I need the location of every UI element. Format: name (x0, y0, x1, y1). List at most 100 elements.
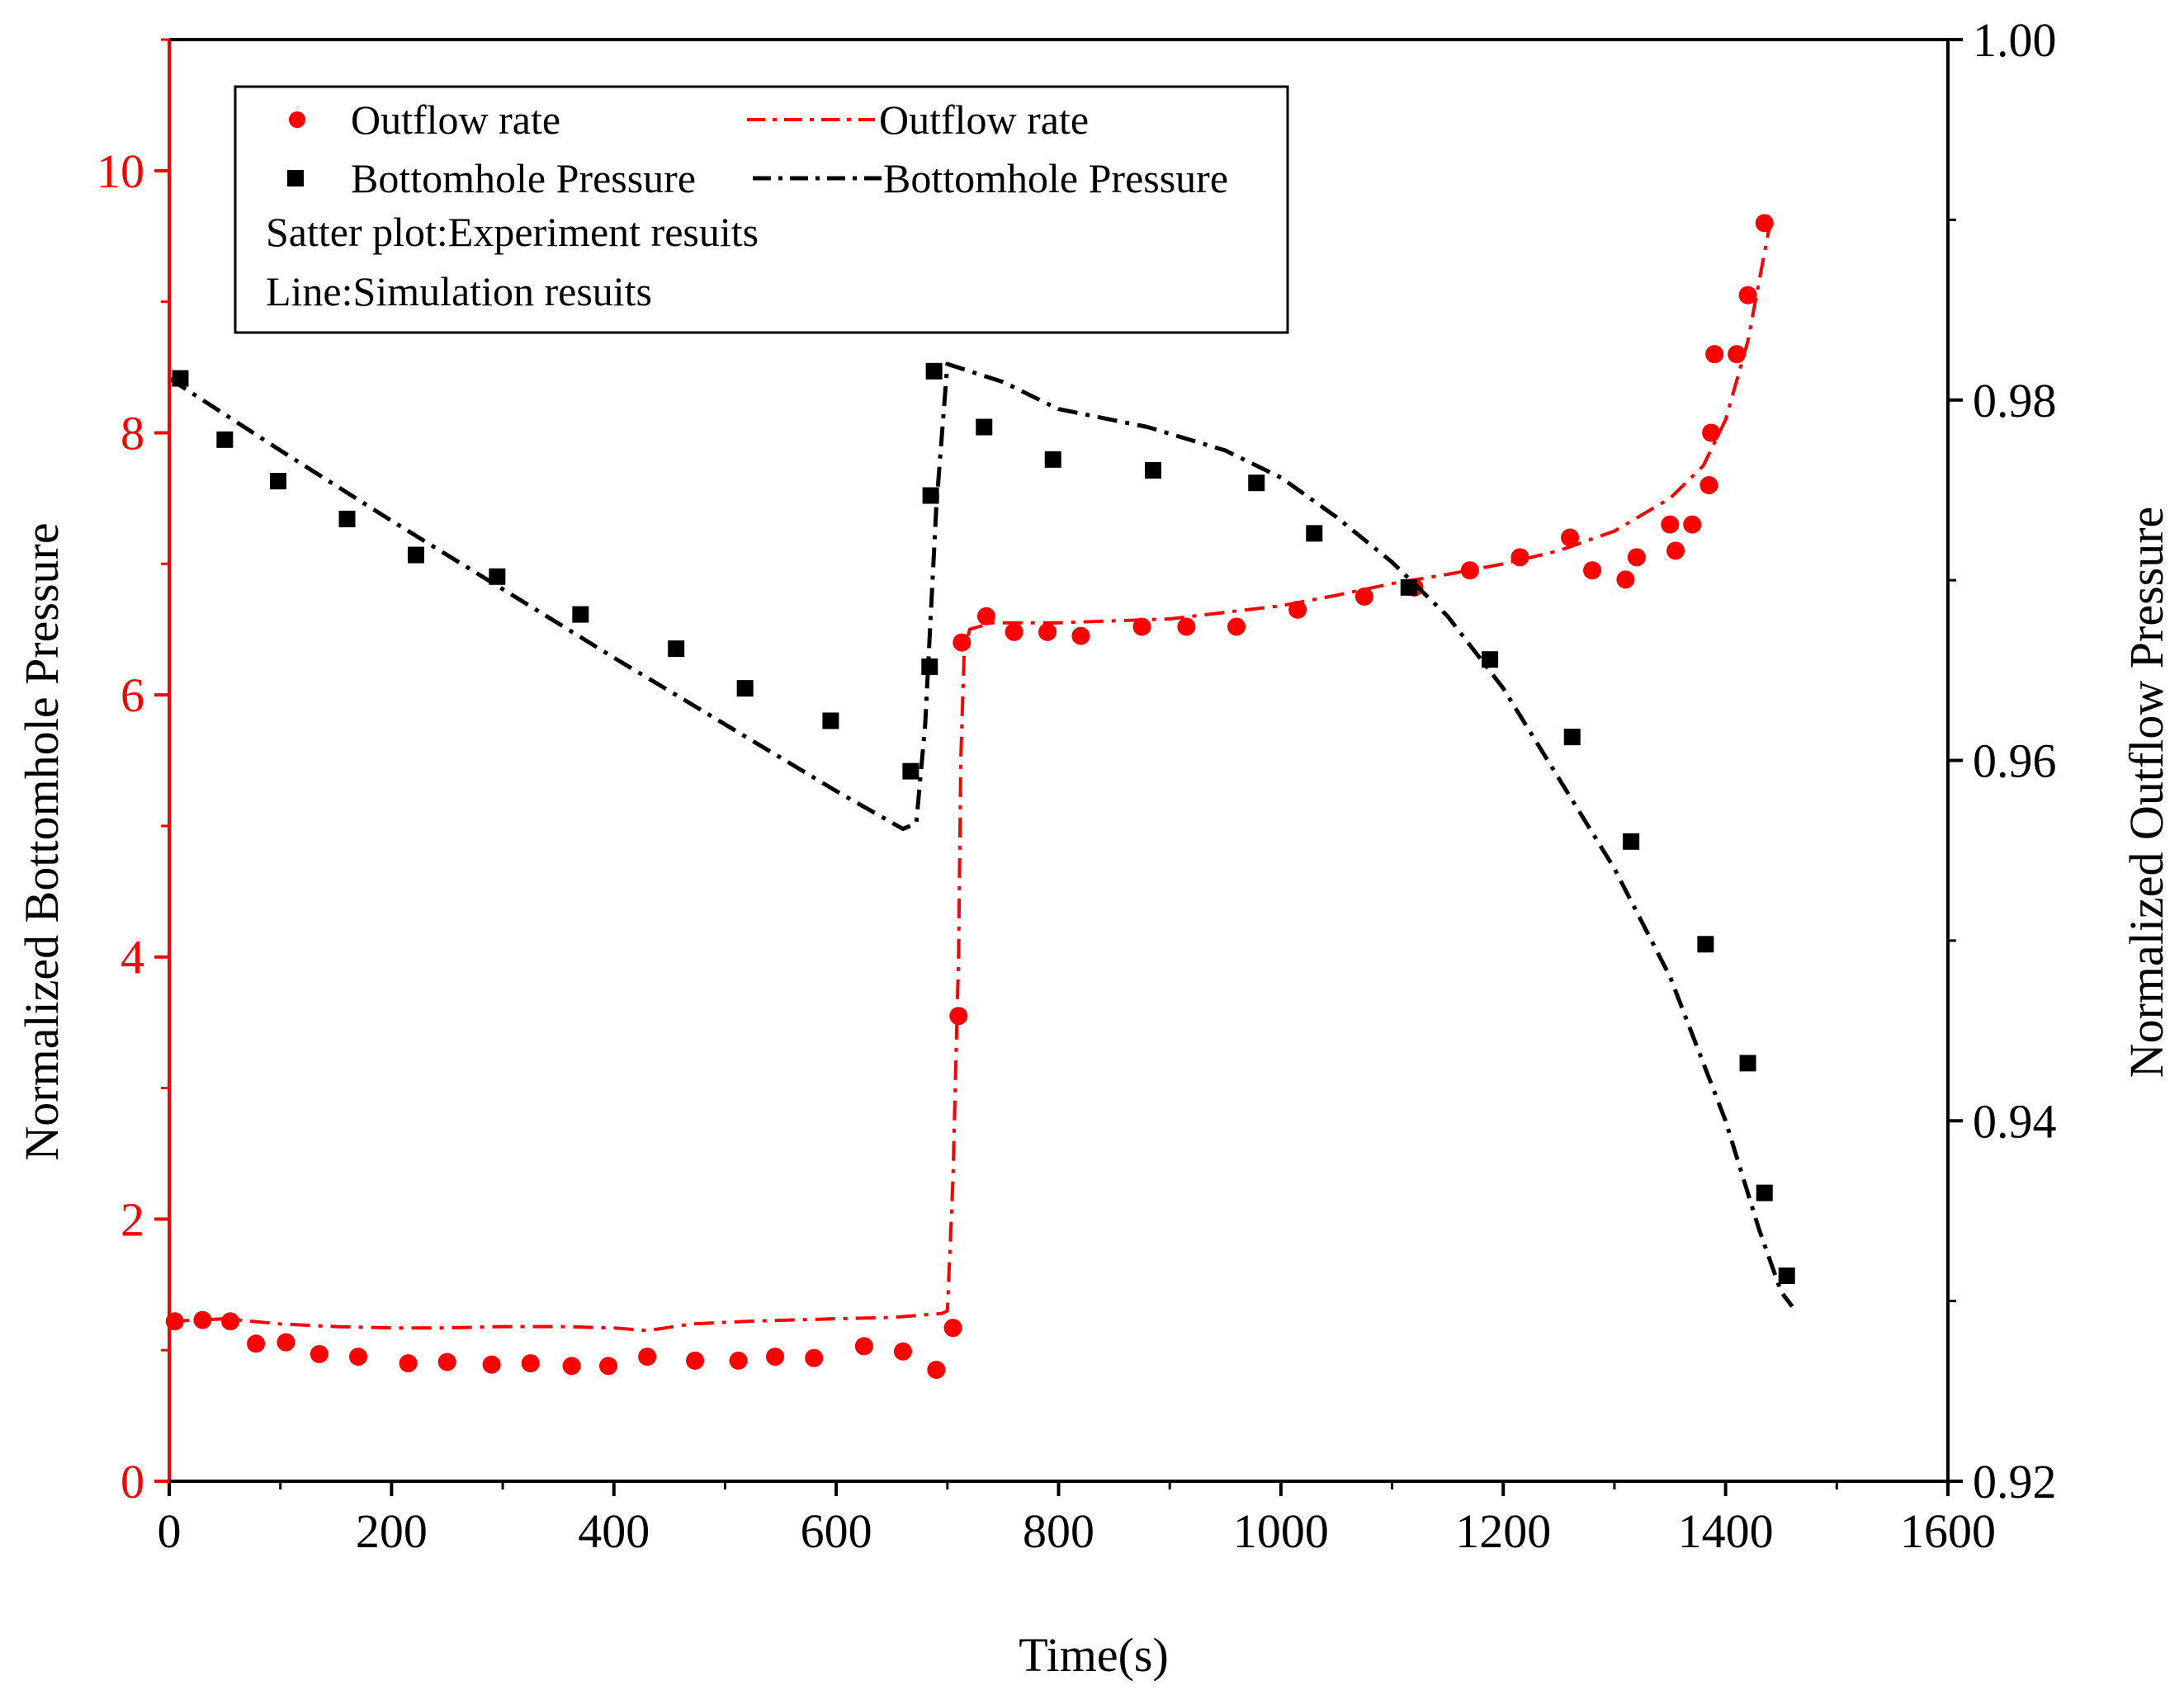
outflow-experiment-point (943, 1319, 962, 1338)
pressure-simulation-line (168, 361, 1794, 1308)
pressure-experiment-point (1563, 729, 1581, 746)
outflow-experiment-point (1699, 475, 1718, 494)
outflow-experiment-point (854, 1337, 873, 1356)
outflow-experiment-point (953, 633, 971, 652)
x-tick-label: 1600 (1900, 1504, 1996, 1558)
pressure-experiment-point (489, 568, 506, 585)
outflow-experiment-point (1702, 423, 1721, 442)
axes-layer: 0 200 400 600 800 1000 1200 1400 1600 0 2 4 6 8 10 0.92… (97, 13, 2057, 1558)
outflow-experiment-point (562, 1357, 581, 1376)
y-left-tick-label: 4 (121, 931, 144, 984)
legend-label-outflow-exp: Outflow rate (351, 97, 560, 143)
pressure-experiment-point (572, 606, 589, 623)
outflow-experiment-point (893, 1342, 912, 1361)
outflow-experiment-point (1227, 617, 1246, 636)
outflow-experiment-point (310, 1344, 329, 1363)
pressure-experiment-point (1697, 936, 1714, 953)
legend: Outflow rate Outflow rate Bottomhole Pre… (234, 85, 1289, 334)
pressure-experiment-point (338, 510, 356, 527)
outflow-experiment-point (1661, 515, 1680, 534)
pressure-experiment-point (1778, 1268, 1795, 1285)
x-tick-label: 600 (801, 1504, 872, 1558)
outflow-experiment-point (1354, 587, 1373, 606)
x-tick-label: 0 (158, 1504, 182, 1558)
x-tick-label: 400 (578, 1504, 650, 1558)
outflow-experiment-point (1071, 626, 1090, 645)
outflow-experiment-point (949, 1007, 968, 1026)
outflow-experiment-point (1705, 345, 1724, 364)
outflow-experiment-point (437, 1352, 456, 1371)
outflow-experiment-point (1561, 528, 1580, 547)
x-tick-label: 1200 (1455, 1504, 1551, 1558)
y-right-tick-label: 0.96 (1973, 734, 2057, 788)
outflow-experiment-point (1177, 617, 1196, 636)
pressure-experiment-point (921, 658, 938, 675)
pressure-experiment-point (269, 473, 286, 490)
pressure-experiment-point (408, 546, 425, 564)
legend-note-experiment: Satter plot:Experiment resuits (266, 209, 759, 255)
outflow-experiment-point (482, 1355, 501, 1374)
pressure-experiment-point (216, 431, 234, 448)
outflow-experiment-point (1583, 561, 1601, 580)
outflow-experiment-point (221, 1312, 240, 1331)
series-layer (165, 214, 1795, 1380)
legend-note-simulation: Line:Simulation resuits (266, 268, 652, 314)
outflow-experiment-point (348, 1348, 367, 1367)
outflow-experiment-point (1627, 548, 1646, 567)
x-axis-title: Time(s) (1019, 1628, 1169, 1682)
y-right-tick-label: 0.98 (1973, 374, 2057, 427)
outflow-experiment-point (976, 607, 995, 625)
pressure-experiment-point (736, 680, 754, 697)
y-left-tick-label: 10 (97, 144, 144, 198)
outflow-experiment-point (805, 1348, 824, 1367)
legend-marker-pressure-exp (287, 170, 304, 186)
outflow-experiment-point (1738, 286, 1757, 304)
outflow-experiment-point (521, 1354, 540, 1373)
y-left-tick-label: 0 (121, 1455, 144, 1508)
outflow-experiment-point (247, 1334, 266, 1353)
legend-marker-outflow-exp (289, 111, 305, 128)
pressure-experiment-point (902, 762, 919, 780)
legend-label-pressure-sim: Bottomhole Pressure (883, 155, 1228, 201)
outflow-experiment-point (638, 1348, 657, 1367)
pressure-experiment-point (925, 362, 943, 380)
legend-box (234, 85, 1289, 334)
pressure-experiment-point (922, 487, 939, 504)
x-tick-label: 800 (1023, 1504, 1094, 1558)
legend-label-outflow-sim: Outflow rate (879, 97, 1089, 143)
outflow-experiment-point (277, 1333, 295, 1352)
outflow-experiment-point (1616, 570, 1635, 589)
y-axis-left-title: Normalized Bottomhole Pressure (15, 522, 69, 1160)
pressure-experiment-point (1248, 474, 1265, 492)
pressure-experiment-point (1739, 1055, 1756, 1072)
pressure-experiment-point (976, 418, 993, 436)
legend-label-pressure-exp: Bottomhole Pressure (351, 155, 696, 201)
outflow-experiment-point (193, 1310, 212, 1329)
outflow-experiment-point (1728, 345, 1747, 364)
outflow-experiment-point (729, 1351, 748, 1370)
outflow-experiment-point (1005, 622, 1023, 641)
y-axis-right-title: Normalized Outflow Pressure (2120, 507, 2173, 1079)
outflow-experiment-point (766, 1348, 785, 1367)
pressure-experiment-point (1756, 1184, 1773, 1201)
pressure-experiment-point (822, 712, 839, 729)
pressure-experiment-point (1044, 451, 1061, 468)
x-tick-label: 1400 (1678, 1504, 1774, 1558)
outflow-experiment-point (1666, 541, 1685, 560)
pressure-experiment-point (1482, 651, 1499, 668)
pressure-experiment-point (1400, 578, 1417, 596)
outflow-experiment-point (686, 1351, 705, 1370)
y-left-tick-label: 6 (121, 668, 144, 722)
outflow-experiment-point (1038, 622, 1057, 641)
outflow-experiment-point (1510, 548, 1529, 567)
x-tick-label: 200 (356, 1504, 428, 1558)
outflow-simulation-line (168, 222, 1772, 1333)
y-right-tick-label: 0.94 (1973, 1094, 2057, 1148)
outflow-experiment-point (399, 1354, 418, 1373)
x-tick-label: 1000 (1233, 1504, 1329, 1558)
pressure-experiment-point (1623, 833, 1640, 850)
pressure-experiment-point (1144, 461, 1161, 479)
outflow-experiment-point (1132, 617, 1151, 636)
outflow-experiment-point (927, 1361, 946, 1380)
